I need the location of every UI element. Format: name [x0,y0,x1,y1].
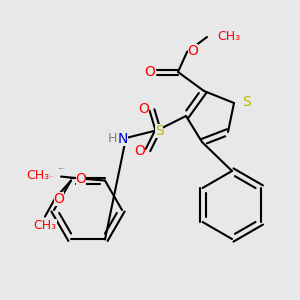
Text: O: O [145,65,155,79]
Text: methoxy: methoxy [48,176,54,177]
Text: O: O [139,102,149,116]
Text: O: O [76,172,86,186]
Text: methoxy: methoxy [59,167,65,169]
Text: S: S [154,124,164,138]
Text: O: O [54,192,64,206]
Text: O: O [135,144,146,158]
Text: CH₃: CH₃ [26,169,49,182]
Text: N: N [118,132,128,146]
Text: S: S [242,95,251,109]
Text: CH₃: CH₃ [33,219,57,232]
Text: H: H [107,133,117,146]
Text: O: O [188,44,198,58]
Text: CH₃: CH₃ [217,31,240,44]
